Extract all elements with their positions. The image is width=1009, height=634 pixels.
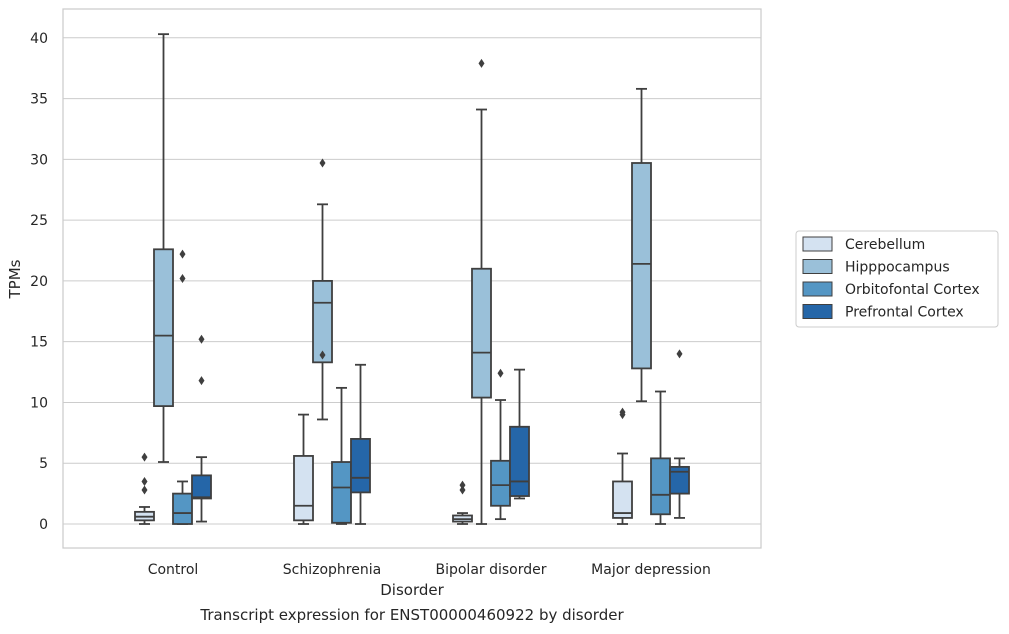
x-axis-label: Disorder xyxy=(380,581,444,599)
box-series xyxy=(134,33,690,525)
box-group xyxy=(191,334,212,523)
legend-frame xyxy=(795,230,999,328)
outlier-point xyxy=(676,349,683,359)
outlier-point xyxy=(619,407,626,417)
box-body xyxy=(669,465,690,495)
outlier-point xyxy=(459,485,466,495)
box-group xyxy=(312,158,333,421)
outlier-point xyxy=(459,480,466,490)
legend-swatch xyxy=(802,281,833,297)
y-tick-label: 30 xyxy=(30,152,48,168)
box-body xyxy=(191,474,212,500)
legend: Cerebellum Hipppocampus Orbitofontal Corte… xyxy=(795,230,999,328)
legend-label: Cerebellum xyxy=(845,237,925,253)
plot-frame xyxy=(62,8,762,549)
box-body xyxy=(490,459,511,507)
legend-label: Hipppocampus xyxy=(845,260,950,276)
box-group xyxy=(509,368,530,500)
legend-label: Prefrontal Cortex xyxy=(845,305,964,321)
box-group xyxy=(631,87,652,403)
y-tick-label: 5 xyxy=(39,456,48,472)
box-body xyxy=(509,425,530,497)
box-body xyxy=(612,480,633,519)
box-body xyxy=(471,267,492,399)
outlier-point xyxy=(198,376,205,386)
y-tick-label: 15 xyxy=(30,335,48,351)
legend-swatch xyxy=(802,304,833,319)
x-tick-label: Major depression xyxy=(591,562,711,578)
y-tick-label: 10 xyxy=(30,395,48,411)
outlier-point xyxy=(179,249,186,259)
box-group xyxy=(350,363,371,525)
y-tick-label: 25 xyxy=(30,213,48,229)
x-tick-label: Control xyxy=(148,562,199,578)
chart-caption: Transcript expression for ENST0000046092… xyxy=(200,606,624,624)
box-group xyxy=(452,480,473,525)
box-body xyxy=(293,455,314,522)
outlier-point xyxy=(141,476,148,486)
outlier-point xyxy=(319,158,326,168)
x-tick-label: Schizophrenia xyxy=(283,562,381,578)
box-body xyxy=(350,438,371,494)
box-group xyxy=(471,58,492,525)
box-group xyxy=(490,368,511,521)
outlier-point xyxy=(141,452,148,462)
legend-swatch xyxy=(802,236,833,252)
legend-label: Orbitofontal Cortex xyxy=(845,282,980,298)
y-tick-label: 20 xyxy=(30,274,48,290)
outlier-point xyxy=(198,334,205,344)
y-tick-label: 40 xyxy=(30,31,48,47)
y-axis-label: TPMs xyxy=(6,259,24,299)
outlier-point xyxy=(497,368,504,378)
y-tick-labels: 0 5 10 15 20 25 30 35 40 xyxy=(30,31,48,533)
box-group xyxy=(153,33,174,463)
box-group xyxy=(293,413,314,525)
box-body xyxy=(650,457,671,516)
box-body xyxy=(331,461,352,524)
outlier-point xyxy=(319,350,326,360)
grid-lines xyxy=(63,37,761,525)
legend-swatch xyxy=(802,259,833,274)
y-tick-label: 0 xyxy=(39,517,48,533)
box-group xyxy=(669,349,690,519)
x-tick-labels: Control Schizophrenia Bipolar disorder Majo… xyxy=(148,562,711,578)
box-group xyxy=(172,249,193,525)
box-body xyxy=(153,248,174,407)
box-group xyxy=(134,452,155,525)
box-group xyxy=(612,407,633,525)
y-tick-label: 35 xyxy=(30,92,48,108)
box-group xyxy=(331,386,352,525)
outlier-point xyxy=(179,273,186,283)
x-tick-label: Bipolar disorder xyxy=(435,562,546,578)
box-body xyxy=(172,492,193,525)
outlier-point xyxy=(478,58,485,68)
box-group xyxy=(650,390,671,525)
box-body xyxy=(312,279,333,364)
box-body xyxy=(631,162,652,370)
outlier-point xyxy=(141,485,148,495)
